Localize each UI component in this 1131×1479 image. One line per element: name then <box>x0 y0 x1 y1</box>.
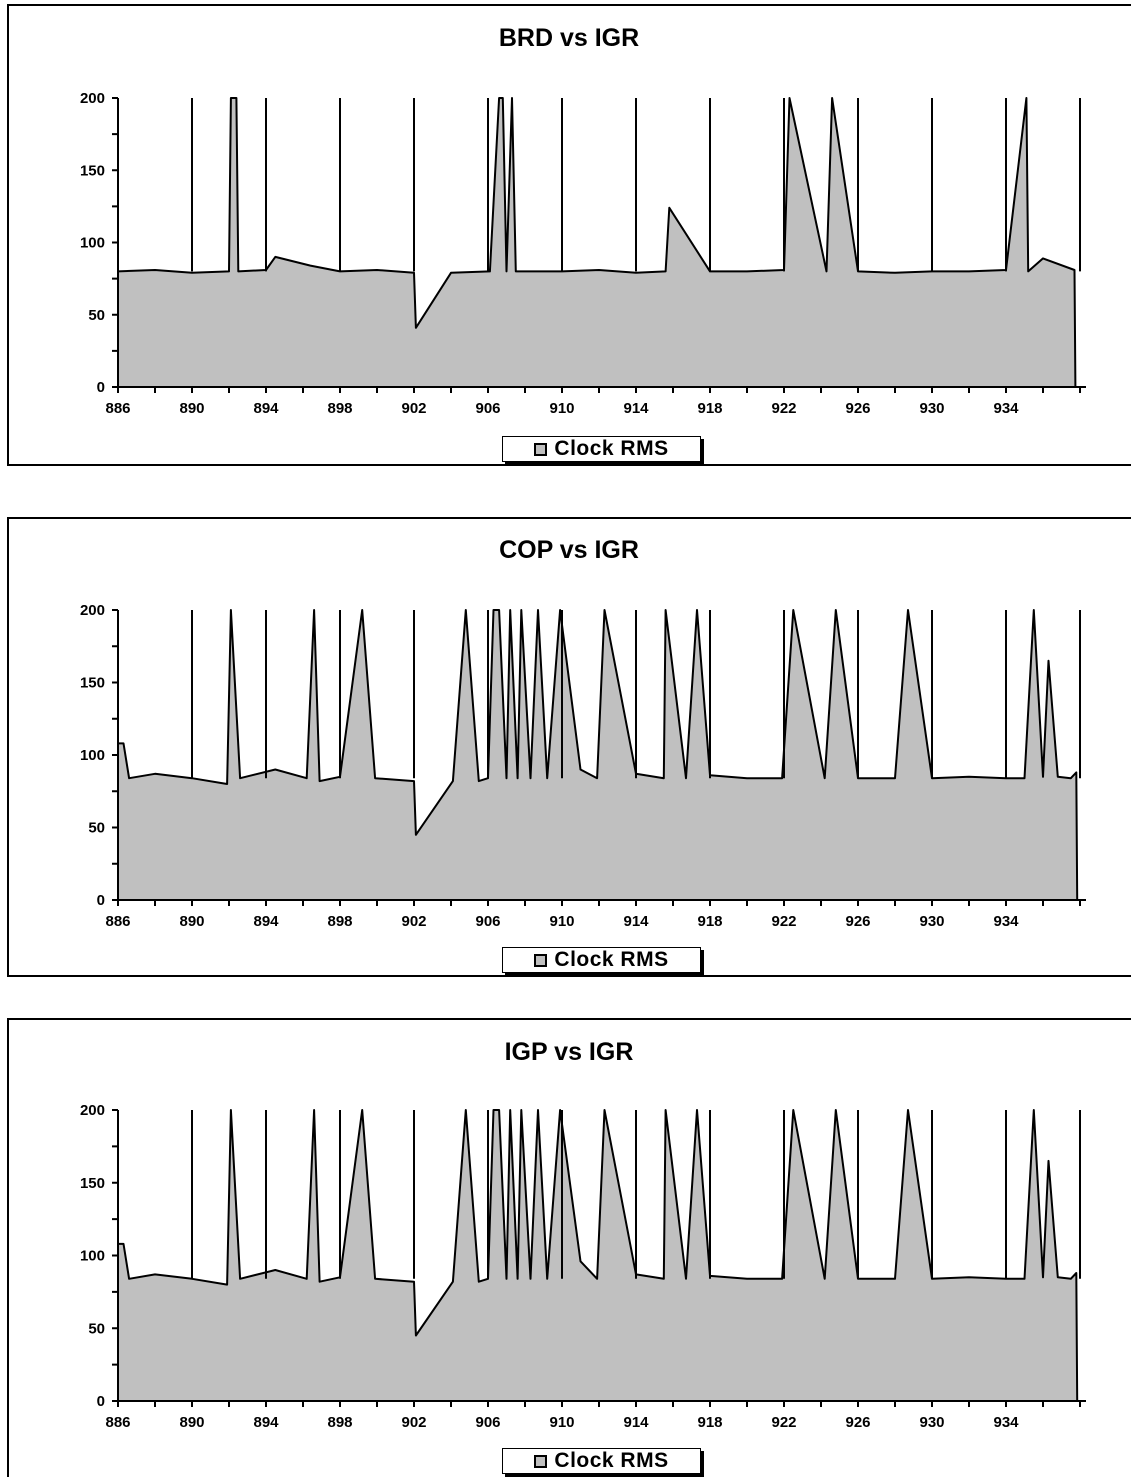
x-tick-label: 890 <box>179 913 204 930</box>
chart-plot: COP vs IGR 0 50 100 150 200 886 890 894 898 902 906… <box>80 536 1086 930</box>
x-tick-label: 934 <box>993 913 1019 930</box>
x-tick-label: 914 <box>623 400 649 417</box>
x-tick-label: 926 <box>845 913 870 930</box>
x-tick-label: 890 <box>179 1414 204 1431</box>
y-tick-label: 0 <box>97 379 105 396</box>
series-line <box>117 97 1077 388</box>
series-line <box>118 609 1079 901</box>
legend-label: Clock RMS <box>554 437 669 460</box>
series-line <box>118 1109 1079 1402</box>
y-tick-label: 200 <box>80 90 105 107</box>
x-tick-label: 898 <box>327 400 352 417</box>
x-tick-label: 902 <box>401 1414 426 1431</box>
x-tick-label: 902 <box>401 400 426 417</box>
x-tick-label: 922 <box>771 1414 796 1431</box>
y-tick-label: 50 <box>88 820 105 837</box>
y-tick-label: 0 <box>97 892 105 909</box>
x-tick-label: 934 <box>993 400 1019 417</box>
chart-panel-brd-vs-igr: BRD vs IGR 0 50 100 150 200 886 890 894 898 902 906… <box>7 4 1131 466</box>
x-tick-label: 894 <box>253 1414 279 1431</box>
x-tick-label: 918 <box>697 913 722 930</box>
x-tick-label: 926 <box>845 400 870 417</box>
x-tick-label: 910 <box>549 1414 574 1431</box>
legend: Clock RMS <box>502 436 701 462</box>
y-tick-label: 150 <box>80 1175 105 1192</box>
x-tick-label: 902 <box>401 913 426 930</box>
x-tick-label: 934 <box>993 1414 1019 1431</box>
x-tick-label: 918 <box>697 1414 722 1431</box>
legend: Clock RMS <box>502 947 701 973</box>
y-tick-label: 100 <box>80 235 105 252</box>
x-tick-label: 930 <box>919 400 944 417</box>
x-tick-label: 926 <box>845 1414 870 1431</box>
x-tick-label: 886 <box>105 913 130 930</box>
x-tick-label: 930 <box>919 913 944 930</box>
x-tick-label: 918 <box>697 400 722 417</box>
y-tick-label: 100 <box>80 1248 105 1265</box>
chart-plot: IGP vs IGR 0 50 100 150 200 886 890 894 898 902 906… <box>80 1038 1086 1431</box>
legend-label: Clock RMS <box>554 1449 669 1472</box>
x-tick-label: 910 <box>549 913 574 930</box>
legend-swatch <box>534 953 548 967</box>
legend: Clock RMS <box>502 1448 701 1474</box>
series-area <box>118 610 1078 900</box>
x-tick-label: 890 <box>179 400 204 417</box>
chart-plot: BRD vs IGR 0 50 100 150 200 886 890 894 898 902 906… <box>80 24 1086 417</box>
x-tick-label: 922 <box>771 913 796 930</box>
x-tick-label: 894 <box>253 913 279 930</box>
x-tick-label: 930 <box>919 1414 944 1431</box>
x-tick-label: 898 <box>327 913 352 930</box>
x-tick-label: 898 <box>327 1414 352 1431</box>
chart-title: IGP vs IGR <box>505 1038 634 1066</box>
chart-panel-cop-vs-igr: COP vs IGR 0 50 100 150 200 886 890 894 898 902 906… <box>7 517 1131 977</box>
x-tick-label: 894 <box>253 400 279 417</box>
chart-title: COP vs IGR <box>499 536 639 564</box>
x-tick-label: 886 <box>105 1414 130 1431</box>
y-tick-label: 0 <box>97 1393 105 1410</box>
y-tick-label: 100 <box>80 747 105 764</box>
legend-swatch <box>534 442 548 456</box>
x-tick-label: 910 <box>549 400 574 417</box>
y-tick-label: 150 <box>80 675 105 692</box>
y-tick-label: 200 <box>80 602 105 619</box>
y-tick-label: 200 <box>80 1102 105 1119</box>
series-area <box>118 98 1076 387</box>
legend-label: Clock RMS <box>554 948 669 971</box>
x-tick-label: 922 <box>771 400 796 417</box>
x-tick-label: 906 <box>475 913 500 930</box>
y-tick-label: 150 <box>80 162 105 179</box>
x-tick-label: 906 <box>475 400 500 417</box>
x-tick-label: 906 <box>475 1414 500 1431</box>
x-tick-label: 914 <box>623 913 649 930</box>
series-area <box>118 1110 1078 1401</box>
x-tick-label: 886 <box>105 400 130 417</box>
chart-title: BRD vs IGR <box>499 24 639 52</box>
x-tick-label: 914 <box>623 1414 649 1431</box>
chart-panel-igp-vs-igr: IGP vs IGR 0 50 100 150 200 886 890 894 898 902 906… <box>7 1018 1131 1477</box>
y-tick-label: 50 <box>88 307 105 324</box>
y-tick-label: 50 <box>88 1320 105 1337</box>
legend-swatch <box>534 1454 548 1468</box>
